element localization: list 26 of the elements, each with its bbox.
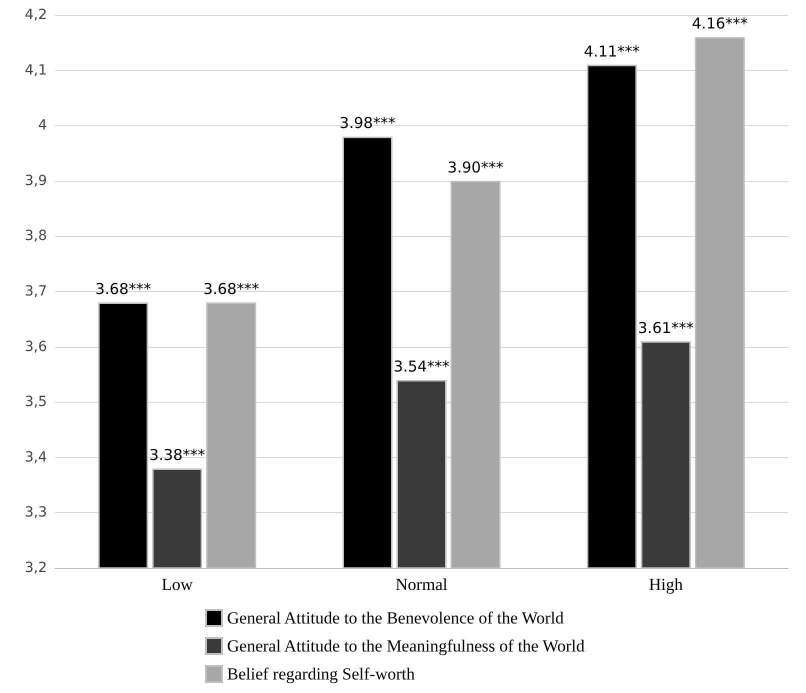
y-tick-label: 3,7 (24, 284, 47, 300)
data-label: 3.90*** (448, 158, 504, 176)
data-label: 4.11*** (584, 42, 640, 60)
data-label: 3.38*** (149, 446, 206, 464)
x-tick-label: Normal (396, 575, 448, 594)
y-tick-label: 4 (38, 118, 48, 134)
data-label: 3.61*** (638, 318, 694, 337)
y-tick-label: 3,2 (24, 560, 47, 576)
data-label: 4.16*** (692, 14, 748, 33)
y-tick-label: 3,3 (24, 504, 47, 521)
y-tick-label: 3,4 (24, 449, 48, 466)
y-tick-label: 4,1 (24, 62, 47, 78)
legend-label: Belief regarding Self-worth (227, 664, 416, 684)
legend-label: General Attitude to the Benevolence of the World (227, 608, 564, 628)
x-tick-label: Low (162, 575, 194, 594)
x-tick-label: High (648, 575, 684, 594)
y-tick-label: 3,9 (24, 172, 47, 189)
y-tick-label: 4,2 (24, 7, 47, 23)
y-tick-label: 3,6 (24, 338, 48, 355)
data-label: 3.68*** (95, 280, 152, 298)
legend-label: General Attitude to the Meaningfulness of the World (227, 636, 586, 656)
data-label: 3.68*** (203, 280, 260, 298)
data-label: 3.54*** (394, 357, 450, 376)
y-tick-label: 3,5 (24, 394, 47, 410)
data-label: 3.98*** (340, 114, 396, 132)
y-tick-label: 3,8 (24, 228, 47, 244)
